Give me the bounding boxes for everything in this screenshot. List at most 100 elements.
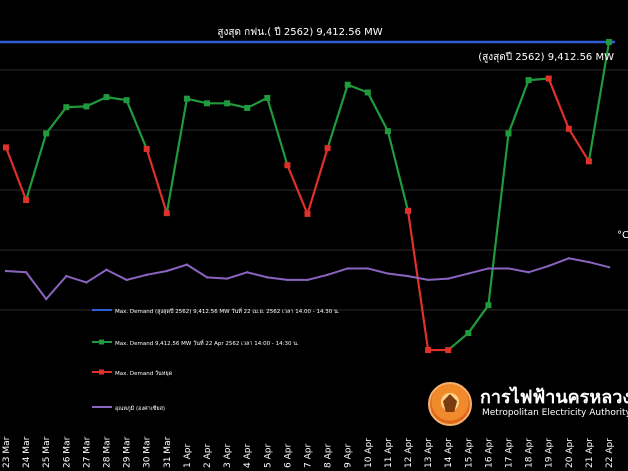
temperature-point xyxy=(165,269,168,273)
x-tick-label: 14 Apr xyxy=(444,438,454,468)
holiday-demand-segment xyxy=(547,78,570,130)
holiday-demand-segment xyxy=(306,147,329,215)
x-tick-label: 22 Apr xyxy=(605,438,615,468)
temperature-point xyxy=(326,273,329,277)
x-tick-label: 5 Apr xyxy=(263,444,273,468)
temperature-point xyxy=(45,297,48,301)
holiday-demand-point xyxy=(585,158,592,165)
peak-value-label: (สูงสุดปี 2562) 9,412.56 MW xyxy=(478,51,614,63)
x-tick-label: 13 Apr xyxy=(424,438,434,468)
legend-marker xyxy=(99,369,104,375)
demand-segment xyxy=(246,96,268,109)
demand-segment xyxy=(106,96,127,102)
x-tick-label: 21 Apr xyxy=(585,438,595,468)
demand-segment xyxy=(85,96,107,108)
x-tick-label: 18 Apr xyxy=(525,438,535,468)
temperature-point xyxy=(527,271,530,274)
demand-segment xyxy=(266,97,289,166)
temperature-point xyxy=(246,271,249,274)
x-tick-label: 19 Apr xyxy=(545,438,555,468)
x-tick-label: 7 Apr xyxy=(304,444,314,468)
right-axis-unit: °C xyxy=(617,230,628,241)
temperature-point xyxy=(406,274,410,278)
brand-name-en: Metropolitan Electricity Authority xyxy=(482,408,628,418)
temperature-point xyxy=(467,272,470,275)
x-tick-label: 8 Apr xyxy=(324,444,334,468)
max-demand-line-label: สูงสุด กฟน.( ปี 2562) 9,412.56 MW xyxy=(217,26,382,38)
demand-segment xyxy=(165,98,188,214)
holiday-demand-point xyxy=(23,197,30,203)
demand-point xyxy=(224,100,231,107)
demand-point xyxy=(384,128,391,135)
temperature-point xyxy=(24,271,28,274)
temperature-point xyxy=(145,273,148,277)
x-tick-label: 30 Mar xyxy=(143,436,153,468)
holiday-demand-point xyxy=(163,210,170,217)
brand-name-th: การไฟฟ้านครหลวง xyxy=(480,387,628,408)
demand-point xyxy=(204,100,210,107)
x-tick-label: 15 Apr xyxy=(464,438,474,468)
chart-legend: Max. Demand (สูงสุดปี 2562) 9,412.56 MW … xyxy=(92,307,340,412)
demand-point xyxy=(123,97,130,104)
demand-point xyxy=(505,130,512,137)
demand-segment xyxy=(25,133,48,201)
temperature-point xyxy=(125,278,128,282)
x-tick-label: 27 Mar xyxy=(82,436,92,468)
temperature-point xyxy=(286,278,289,282)
holiday-demand-point xyxy=(304,210,311,217)
demand-segment xyxy=(528,77,549,82)
mea-emblem-icon xyxy=(428,382,472,426)
x-tick-label: 1 Apr xyxy=(183,444,193,468)
temperature-point xyxy=(426,278,430,282)
temperature-point xyxy=(85,281,88,284)
demand-segment xyxy=(45,106,68,135)
demand-segment xyxy=(366,91,389,132)
x-tick-label: 3 Apr xyxy=(223,444,233,468)
holiday-demand-segment xyxy=(4,147,28,201)
x-tick-label: 26 Mar xyxy=(62,436,72,468)
temperature-point xyxy=(587,260,591,264)
legend-entry: Max. Demand วันหยุด xyxy=(115,370,173,377)
x-tick-label: 29 Mar xyxy=(123,436,133,468)
temperature-point xyxy=(487,267,490,270)
demand-point xyxy=(344,81,351,88)
temperature-point xyxy=(447,277,450,280)
holiday-demand-point xyxy=(3,144,9,151)
demand-point xyxy=(525,77,532,84)
demand-point xyxy=(364,89,371,96)
x-tick-label: 28 Mar xyxy=(103,436,113,468)
temperature-point xyxy=(105,268,108,271)
demand-point xyxy=(244,104,251,111)
holiday-demand-point xyxy=(425,347,432,354)
x-tick-label: 11 Apr xyxy=(384,438,394,468)
holiday-demand-segment xyxy=(567,128,590,162)
temperature-point xyxy=(225,277,229,280)
temperature-point xyxy=(567,257,570,260)
demand-segment xyxy=(447,332,470,351)
legend-entry: Max. Demand (สูงสุดปี 2562) 9,412.56 MW … xyxy=(115,307,340,315)
x-tick-label: 2 Apr xyxy=(203,444,213,468)
x-tick-label: 24 Mar xyxy=(22,436,32,468)
demand-point xyxy=(264,94,271,101)
holiday-demand-segment xyxy=(145,148,168,214)
x-tick-label: 16 Apr xyxy=(484,438,494,468)
x-axis-tick-labels: 23 Mar 24 Mar 25 Mar 26 Mar 27 Mar 28 Mar 29 M… xyxy=(2,436,615,468)
temperature-point xyxy=(607,265,611,269)
demand-segment xyxy=(326,84,349,149)
demand-point xyxy=(63,104,70,111)
demand-point xyxy=(43,130,50,137)
holiday-demand-point xyxy=(324,145,331,152)
x-tick-label: 6 Apr xyxy=(283,444,293,468)
demand-segment xyxy=(507,79,530,134)
x-tick-label: 23 Mar xyxy=(2,436,12,468)
x-tick-label: 9 Apr xyxy=(344,444,354,468)
temperature-point xyxy=(547,264,550,268)
x-tick-label: 20 Apr xyxy=(565,438,575,468)
temperature-point xyxy=(346,267,349,270)
demand-segment xyxy=(66,105,87,109)
x-tick-label: 25 Mar xyxy=(42,436,52,468)
holiday-demand-point xyxy=(445,347,452,354)
demand-segment xyxy=(186,97,208,105)
demand-point xyxy=(465,330,472,337)
